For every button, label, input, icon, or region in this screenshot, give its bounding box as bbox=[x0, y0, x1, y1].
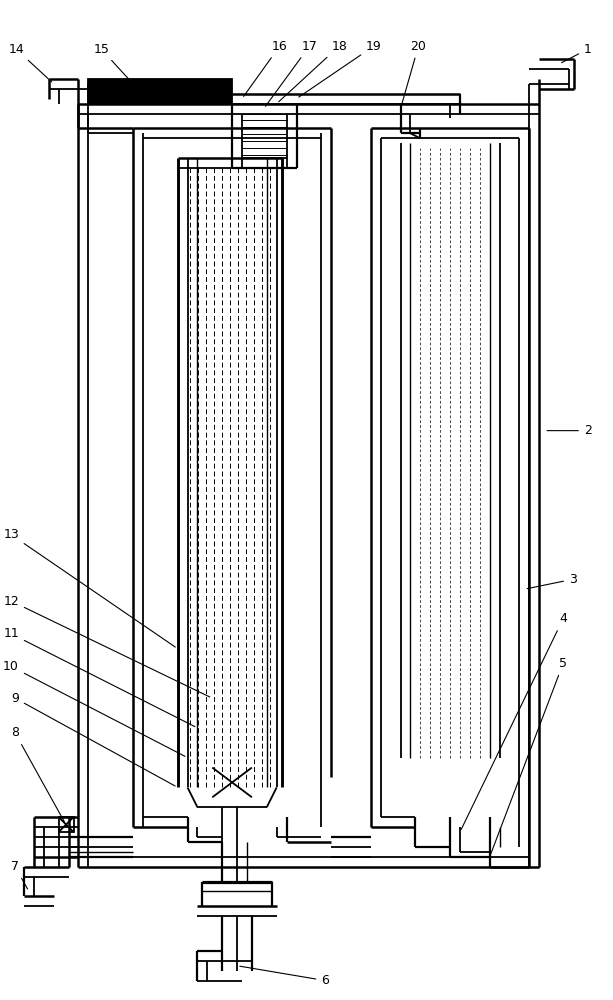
Text: 2: 2 bbox=[547, 424, 592, 437]
Text: 11: 11 bbox=[3, 627, 195, 727]
Text: 13: 13 bbox=[3, 528, 175, 647]
Text: 12: 12 bbox=[3, 595, 210, 697]
Text: 18: 18 bbox=[279, 40, 347, 102]
Text: 10: 10 bbox=[3, 660, 185, 756]
Text: 17: 17 bbox=[265, 40, 318, 106]
Text: 3: 3 bbox=[527, 573, 577, 589]
Text: 15: 15 bbox=[93, 43, 131, 82]
Bar bbox=[88, 79, 232, 104]
Text: 20: 20 bbox=[402, 40, 426, 106]
Bar bbox=[59, 817, 74, 832]
Text: 14: 14 bbox=[8, 43, 51, 82]
Text: 19: 19 bbox=[299, 40, 382, 97]
Text: 6: 6 bbox=[240, 966, 329, 987]
Text: 4: 4 bbox=[461, 612, 567, 829]
Text: 7: 7 bbox=[11, 860, 28, 889]
Text: 8: 8 bbox=[11, 726, 64, 822]
Text: 1: 1 bbox=[562, 43, 592, 63]
Text: 9: 9 bbox=[11, 692, 175, 786]
Text: 16: 16 bbox=[243, 40, 287, 96]
Text: 5: 5 bbox=[491, 657, 567, 854]
